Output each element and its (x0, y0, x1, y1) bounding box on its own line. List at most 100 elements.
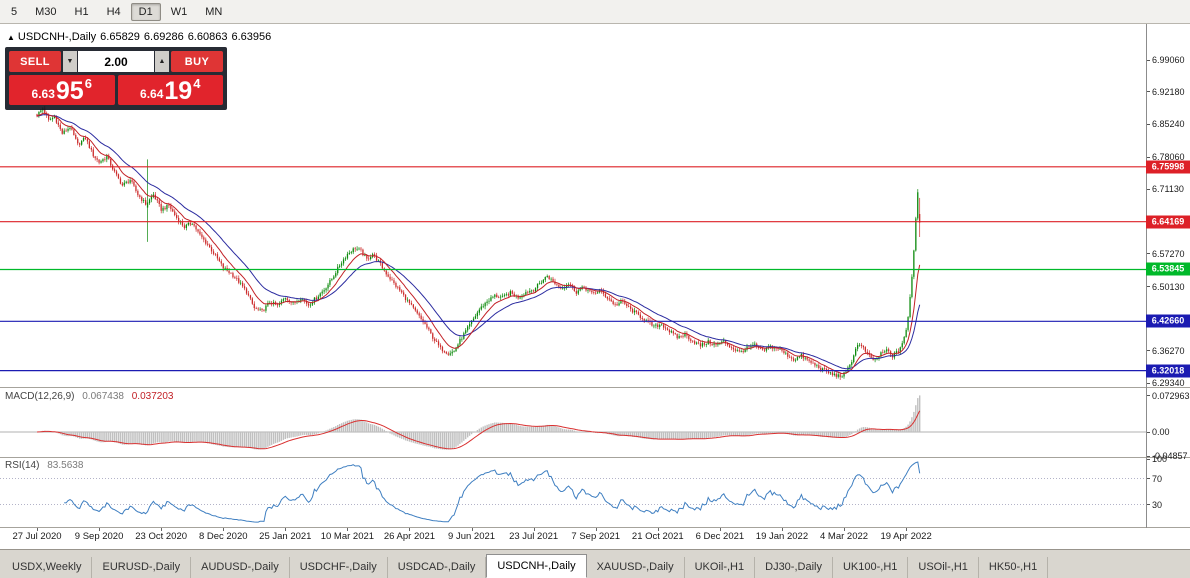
date-axis-tick (657, 528, 659, 531)
macd-indicator-label: MACD(12,26,9) 0.067438 0.037203 (5, 391, 173, 402)
timeframe-button-m30[interactable]: M30 (35, 5, 57, 18)
volume-input[interactable]: 2.00 (78, 51, 154, 72)
date-axis-label[interactable]: 10 Mar 2021 (320, 531, 375, 542)
macd-signal-value: 0.037203 (131, 391, 174, 402)
price-level-flag: 6.32018 (1146, 364, 1190, 378)
chart-tab-bar: USDX,Weekly EURUSD-,Daily AUDUSD-,Daily USD… (0, 549, 1190, 578)
date-axis-label[interactable]: 23 Jul 2021 (509, 531, 559, 542)
date-axis-label[interactable]: 26 Apr 2021 (383, 531, 436, 542)
price-axis-tick[interactable]: 6.78060 (1147, 152, 1185, 162)
date-axis-label[interactable]: 21 Oct 2021 (631, 531, 684, 542)
ohlc-close: 6.63956 (231, 31, 272, 43)
date-axis-tick (595, 528, 597, 531)
date-axis-tick (161, 528, 163, 531)
timeframe-toolbar: 5 M30 H1 H4 D1 W1 MN (0, 0, 1190, 24)
volume-stepper: ▼ 2.00 ▲ (63, 51, 169, 72)
price-axis-tick[interactable]: 6.92180 (1147, 87, 1185, 97)
date-axis-tick (223, 528, 225, 531)
date-axis-label[interactable]: 7 Sep 2021 (571, 531, 621, 542)
buy-button[interactable]: BUY (171, 51, 223, 72)
date-axis-label[interactable]: 9 Sep 2020 (74, 531, 124, 542)
panel-separator[interactable] (0, 457, 1190, 458)
date-axis-tick (285, 528, 287, 531)
rsi-axis-tick: 30 (1147, 500, 1162, 510)
price-axis-tick[interactable]: 6.50130 (1147, 282, 1185, 292)
timeframe-button-h1[interactable]: H1 (74, 5, 89, 18)
macd-main-value: 0.067438 (82, 391, 124, 402)
price-chart-canvas[interactable] (0, 24, 1146, 528)
sell-price-display[interactable]: 6.63 95 6 (9, 75, 115, 105)
timeframe-button-h4[interactable]: H4 (106, 5, 121, 18)
chart-symbol-label: USDCNH-,Daily (17, 31, 97, 43)
date-axis-tick (37, 528, 38, 531)
ohlc-open: 6.65829 (100, 31, 140, 43)
one-click-trading-widget: SELL ▼ 2.00 ▲ BUY 6.63 95 6 6.64 19 4 (5, 47, 227, 110)
date-axis-label[interactable]: 9 Jun 2021 (448, 531, 496, 542)
macd-axis-tick: 0.00 (1147, 427, 1170, 437)
date-axis-label[interactable]: 6 Dec 2021 (695, 531, 745, 542)
date-axis-tick (719, 528, 721, 531)
price-axis-tick[interactable]: 6.57270 (1147, 249, 1185, 259)
buy-price-pip: 4 (193, 76, 201, 91)
chart-tab-xauusddaily[interactable]: XAUUSD-,Daily (587, 557, 685, 578)
date-axis-tick (533, 528, 535, 531)
rsi-name: RSI(14) (5, 460, 40, 471)
price-axis-tick[interactable]: 6.85240 (1147, 119, 1185, 129)
ohlc-low: 6.60863 (187, 31, 228, 43)
date-axis-tick (347, 528, 349, 531)
date-axis-tick (844, 528, 846, 531)
chart-tab-ukoilh1[interactable]: UKOil-,H1 (685, 557, 756, 578)
price-level-flag: 6.75998 (1146, 160, 1190, 174)
timeframe-button-5[interactable]: 5 (11, 5, 18, 18)
date-axis-label[interactable]: 19 Jan 2022 (755, 531, 809, 542)
date-axis-tick (99, 528, 101, 531)
date-axis-label[interactable]: 8 Dec 2020 (198, 531, 248, 542)
price-axis-tick[interactable]: 6.71130 (1147, 184, 1184, 194)
chart-tab-audusddaily[interactable]: AUDUSD-,Daily (191, 557, 290, 578)
price-axis-border (1146, 24, 1147, 528)
chart-tab-uk100h1[interactable]: UK100-,H1 (833, 557, 909, 578)
chart-tab-usdcnhdaily[interactable]: USDCNH-,Daily (486, 554, 587, 578)
price-axis-tick[interactable]: 6.36270 (1147, 346, 1185, 356)
date-axis-border (0, 527, 1190, 528)
chart-tab-usdcaddaily[interactable]: USDCAD-,Daily (388, 557, 487, 578)
price-level-flag: 6.64169 (1146, 215, 1190, 229)
macd-name: MACD(12,26,9) (5, 391, 75, 402)
date-axis-tick (471, 528, 473, 531)
timeframe-button-d1[interactable]: D1 (130, 2, 161, 21)
volume-increase-icon[interactable]: ▲ (155, 51, 169, 72)
chart-tab-dj30daily[interactable]: DJ30-,Daily (755, 557, 833, 578)
collapse-triangle-icon[interactable]: ▲ (7, 33, 15, 42)
price-axis-tick[interactable]: 6.99060 (1147, 55, 1185, 65)
date-axis-label[interactable]: 27 Jul 2020 (12, 531, 62, 542)
chart-tab-usdxweekly[interactable]: USDX,Weekly (2, 557, 93, 578)
date-axis-label[interactable]: 25 Jan 2021 (259, 531, 312, 542)
chart-tab-usoilh1[interactable]: USOil-,H1 (908, 557, 979, 578)
date-axis-tick (409, 528, 411, 531)
ohlc-high: 6.69286 (143, 31, 184, 43)
buy-price-big: 19 (164, 77, 193, 105)
chart-tab-usdchfdaily[interactable]: USDCHF-,Daily (290, 557, 388, 578)
sell-price-prefix: 6.63 (31, 87, 55, 101)
date-axis-label[interactable]: 23 Oct 2020 (135, 531, 188, 542)
timeframe-button-mn[interactable]: MN (205, 5, 223, 18)
chart-ohlc-header: ▲ USDCNH-,Daily 6.65829 6.69286 6.60863 6.639… (7, 31, 275, 43)
rsi-axis-tick: 100 (1147, 454, 1167, 464)
rsi-axis-tick: 70 (1147, 474, 1162, 484)
date-axis-label[interactable]: 4 Mar 2022 (820, 531, 869, 542)
buy-price-display[interactable]: 6.64 19 4 (117, 75, 223, 105)
date-axis-label[interactable]: 19 Apr 2022 (880, 531, 932, 542)
panel-separator[interactable] (0, 387, 1190, 388)
price-level-flag: 6.53845 (1146, 262, 1190, 276)
rsi-value: 83.5638 (47, 460, 84, 471)
sell-price-pip: 6 (84, 76, 92, 91)
chart-tab-hk50h1[interactable]: HK50-,H1 (979, 557, 1049, 578)
timeframe-button-w1[interactable]: W1 (170, 5, 188, 18)
date-axis-tick (781, 528, 783, 531)
price-level-flag: 6.42660 (1146, 314, 1190, 328)
volume-decrease-icon[interactable]: ▼ (63, 51, 77, 72)
sell-button[interactable]: SELL (9, 51, 61, 72)
buy-price-prefix: 6.64 (140, 87, 164, 101)
chart-tab-eurusddaily[interactable]: EURUSD-,Daily (92, 557, 192, 578)
